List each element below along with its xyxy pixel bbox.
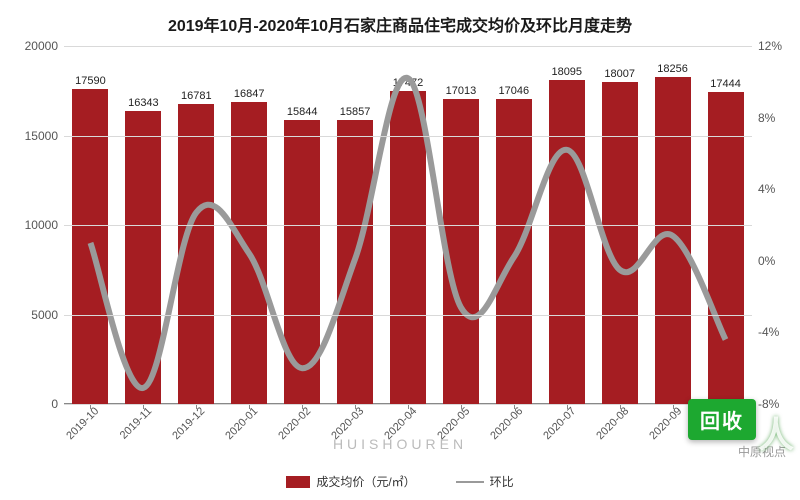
- gridline: [64, 136, 752, 137]
- bar-value-label: 18007: [604, 68, 635, 80]
- gridline: [64, 315, 752, 316]
- bar-value-label: 17590: [75, 75, 106, 87]
- y-left-label: 10000: [25, 218, 58, 232]
- y-left-label: 0: [51, 397, 58, 411]
- bar: 16343: [125, 111, 161, 404]
- bar-value-label: 15857: [340, 106, 371, 118]
- x-label: 2020-07: [541, 405, 578, 442]
- gridline: [64, 404, 752, 405]
- x-label: 2020-09: [647, 405, 684, 442]
- legend-item-bar: 成交均价（元/㎡）: [286, 473, 415, 490]
- y-left-label: 15000: [25, 129, 58, 143]
- bar-value-label: 17013: [446, 85, 477, 97]
- bar-value-label: 15844: [287, 106, 318, 118]
- bar-value-label: 17444: [710, 78, 741, 90]
- gridline: [64, 46, 752, 47]
- chart-title: 2019年10月-2020年10月石家庄商品住宅成交均价及环比月度走势: [0, 0, 800, 44]
- plot-area: 175902019-10163432019-11167812019-121684…: [64, 46, 752, 404]
- bar: 15844: [284, 120, 320, 404]
- bar-value-label: 18095: [551, 66, 582, 78]
- bar-value-label: 16343: [128, 97, 159, 109]
- x-label: 2019-12: [171, 405, 208, 442]
- legend-swatch-line: [456, 481, 484, 483]
- x-label: 2020-08: [594, 405, 631, 442]
- y-left-label: 5000: [31, 308, 58, 322]
- bar: 18256: [655, 77, 691, 404]
- bar: 15857: [337, 120, 373, 404]
- y-right-label: 0%: [758, 254, 775, 268]
- y-right-label: 8%: [758, 111, 775, 125]
- bar-value-label: 17472: [393, 77, 424, 89]
- x-label: 2020-06: [488, 405, 525, 442]
- bar: 16781: [178, 104, 214, 404]
- bar: 17046: [496, 99, 532, 404]
- y-right-label: 12%: [758, 39, 782, 53]
- gridline: [64, 225, 752, 226]
- bar-value-label: 16847: [234, 88, 265, 100]
- y-right-label: -4%: [758, 325, 779, 339]
- overlay-badge: 回收: [688, 399, 756, 440]
- legend-swatch-bar: [286, 476, 310, 488]
- overlay-badge-side: 人: [758, 406, 794, 458]
- bar: 18095: [549, 80, 585, 404]
- bar: 17472: [390, 91, 426, 404]
- bar-value-label: 17046: [499, 85, 530, 97]
- x-label: 2019-11: [118, 405, 154, 441]
- y-right-label: 4%: [758, 182, 775, 196]
- bar: 18007: [602, 82, 638, 404]
- legend-item-line: 环比: [456, 473, 514, 490]
- legend-bar-label: 成交均价（元/㎡）: [316, 473, 415, 490]
- bar-value-label: 18256: [657, 63, 688, 75]
- x-label: 2020-02: [276, 405, 313, 442]
- y-left-label: 20000: [25, 39, 58, 53]
- bar: 16847: [231, 102, 267, 404]
- legend-line-label: 环比: [490, 473, 514, 490]
- site-watermark: HUISHOUREN: [333, 436, 467, 452]
- legend: 成交均价（元/㎡） 环比: [0, 473, 800, 490]
- x-label: 2020-01: [224, 405, 261, 442]
- bar-value-label: 16781: [181, 90, 212, 102]
- bar: 17444: [708, 92, 744, 404]
- x-label: 2019-10: [65, 405, 102, 442]
- bar: 17013: [443, 99, 479, 404]
- chart-container: 2019年10月-2020年10月石家庄商品住宅成交均价及环比月度走势 1759…: [0, 0, 800, 500]
